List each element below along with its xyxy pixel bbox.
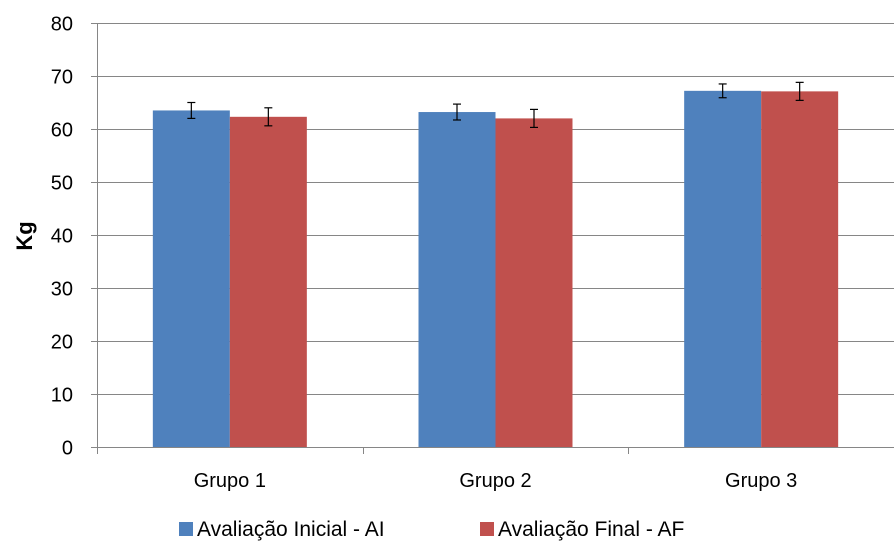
legend-label: Avaliação Inicial - AI (197, 518, 385, 541)
y-tick-label: 70 (51, 67, 73, 89)
legend-label: Avaliação Final - AF (498, 518, 684, 541)
y-tick-label: 0 (62, 438, 73, 460)
legend-swatch (179, 522, 193, 536)
y-tick-label: 50 (51, 173, 73, 195)
y-axis-label: Kg (12, 221, 37, 250)
y-tick-label: 80 (51, 14, 73, 36)
bars (152, 90, 839, 448)
bar (229, 116, 307, 447)
legend: Avaliação Inicial - AI Avaliação Final - … (179, 518, 684, 541)
x-tick-label: Grupo 2 (459, 470, 531, 492)
bar (152, 110, 230, 447)
y-tick-label: 20 (51, 332, 73, 354)
x-tick-label: Grupo 3 (725, 470, 797, 492)
bar (495, 118, 573, 448)
y-tick-label: 40 (51, 226, 73, 248)
y-tick-label: 60 (51, 120, 73, 142)
y-tick-label: 30 (51, 279, 73, 301)
bar (418, 112, 496, 447)
error-bars (187, 81, 804, 129)
axes (91, 23, 894, 454)
y-tick-label: 10 (51, 385, 73, 407)
bar (761, 91, 839, 448)
x-tick-label: Grupo 1 (194, 470, 266, 492)
legend-swatch (480, 522, 494, 536)
tick-labels: 0 10 20 30 40 50 60 70 80 Grupo 1 Grupo 2 Grupo 3 (51, 14, 798, 493)
bar (684, 90, 762, 447)
